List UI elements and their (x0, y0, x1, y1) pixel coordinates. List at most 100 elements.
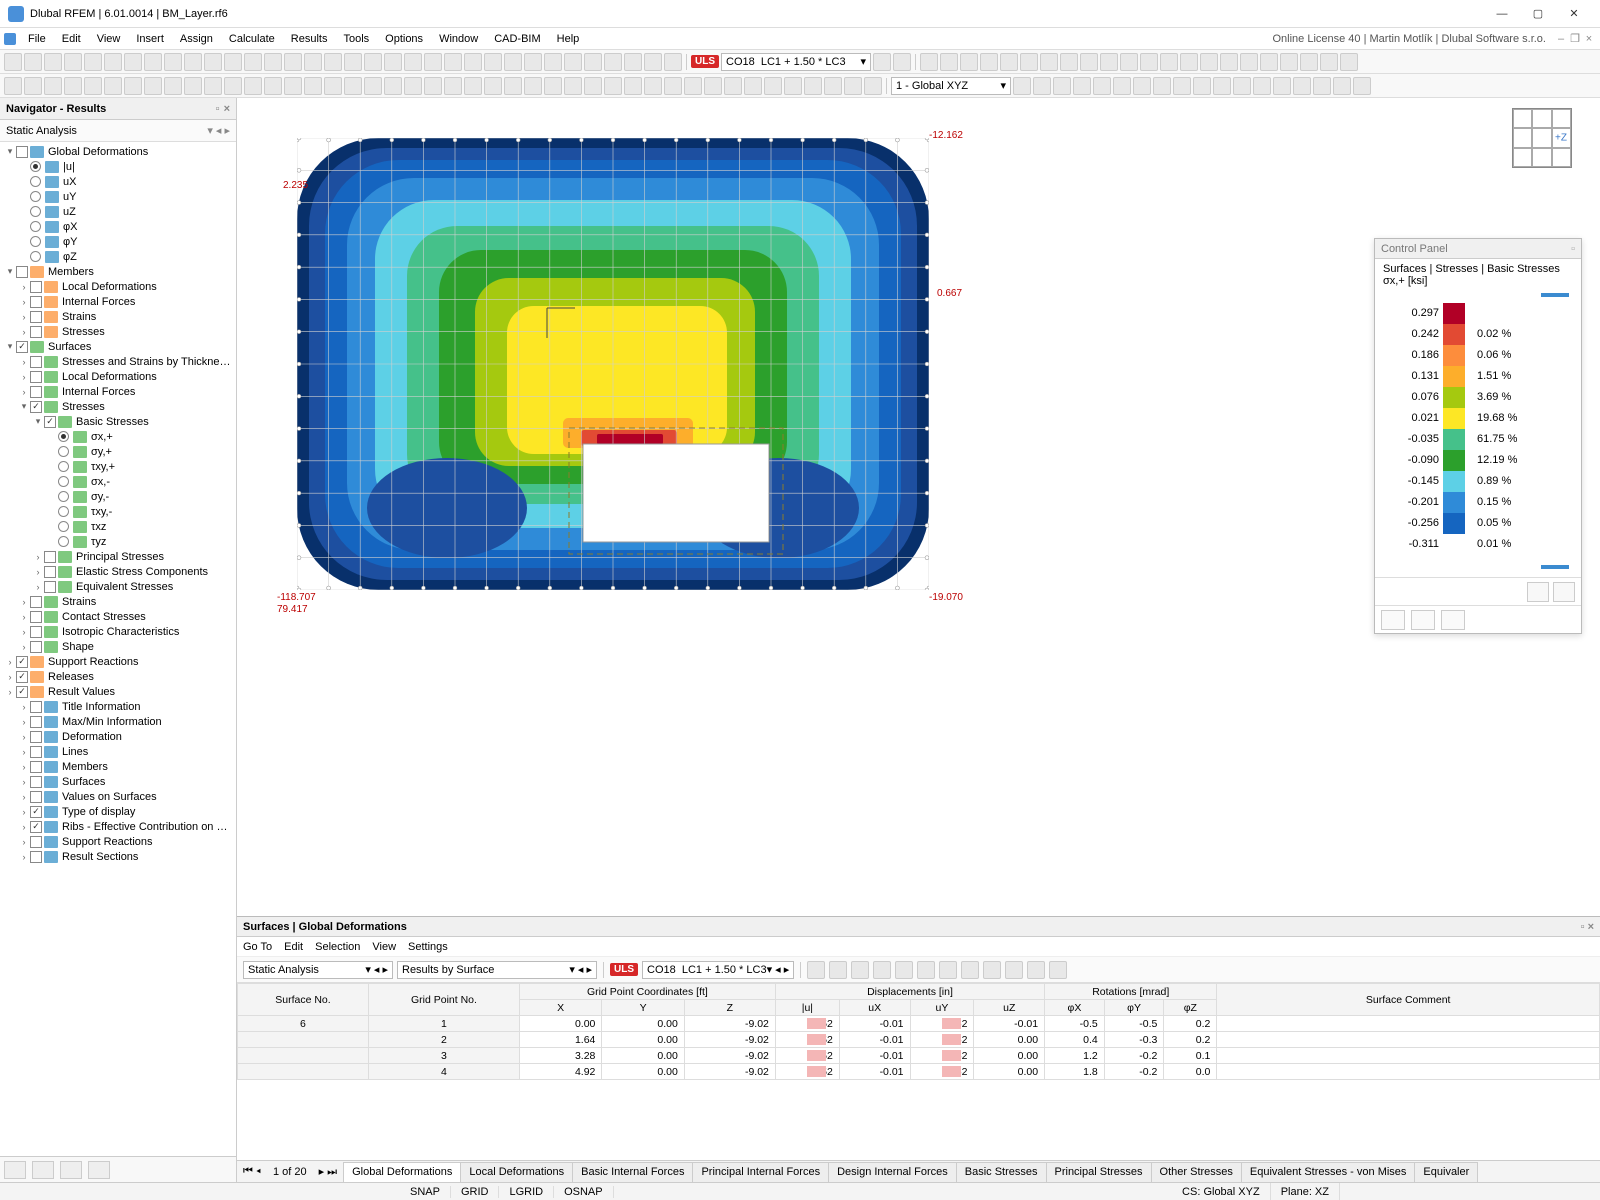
menu-cad-bim[interactable]: CAD-BIM (486, 33, 548, 45)
toolbar-button[interactable] (384, 53, 402, 71)
tree-node[interactable]: ›Isotropic Characteristics (0, 624, 236, 639)
toolbar-button[interactable] (1133, 77, 1151, 95)
close-panel-icon[interactable]: × (224, 103, 230, 115)
menu-tools[interactable]: Tools (335, 33, 377, 45)
bp-tool-button[interactable] (983, 961, 1001, 979)
toolbar-button[interactable] (404, 53, 422, 71)
toolbar-button[interactable] (4, 77, 22, 95)
cp-slider-bottom[interactable] (1541, 565, 1569, 569)
toolbar-button[interactable] (784, 77, 802, 95)
bp-tool-button[interactable] (895, 961, 913, 979)
tree-node[interactable]: ›Lines (0, 744, 236, 759)
toolbar-button[interactable] (84, 77, 102, 95)
toolbar-button[interactable] (64, 53, 82, 71)
tree-node[interactable]: ›Internal Forces (0, 384, 236, 399)
toolbar-button[interactable] (84, 53, 102, 71)
toolbar-button[interactable] (224, 53, 242, 71)
tree-node[interactable]: ›Title Information (0, 699, 236, 714)
bp-tool-button[interactable] (917, 961, 935, 979)
coord-system-combo[interactable]: 1 - Global XYZ▾ (891, 77, 1011, 95)
toolbar-button[interactable] (724, 77, 742, 95)
toolbar-button[interactable] (524, 53, 542, 71)
bp-tab[interactable]: Principal Internal Forces (692, 1162, 829, 1182)
bp-tab[interactable]: Basic Stresses (956, 1162, 1047, 1182)
menu-edit[interactable]: Edit (54, 33, 89, 45)
toolbar-button[interactable] (344, 77, 362, 95)
tree-node[interactable]: τyz (0, 534, 236, 549)
cp-btn-1[interactable] (1527, 582, 1549, 602)
tree-node[interactable]: |u| (0, 159, 236, 174)
toolbar-button[interactable] (504, 77, 522, 95)
toolbar-button[interactable] (1100, 53, 1118, 71)
toolbar-button[interactable] (684, 77, 702, 95)
toolbar-button[interactable] (1033, 77, 1051, 95)
bp-menu-go-to[interactable]: Go To (243, 941, 272, 953)
results-table[interactable]: Surface No.Grid Point No.Grid Point Coor… (237, 983, 1600, 1080)
tree-node[interactable]: ▾Global Deformations (0, 144, 236, 159)
toolbar-button[interactable] (864, 77, 882, 95)
menu-options[interactable]: Options (377, 33, 431, 45)
tree-node[interactable]: σy,+ (0, 444, 236, 459)
bp-pin-icon[interactable]: ▫ × (1581, 921, 1594, 933)
toolbar-button[interactable] (624, 77, 642, 95)
bp-tool-button[interactable] (939, 961, 957, 979)
mdi-max-icon[interactable]: ❐ (1568, 32, 1582, 45)
toolbar-button[interactable] (344, 53, 362, 71)
tree-node[interactable]: ▾Stresses (0, 399, 236, 414)
tree-node[interactable]: uX (0, 174, 236, 189)
toolbar-button[interactable] (764, 77, 782, 95)
toolbar-button[interactable] (384, 77, 402, 95)
tree-node[interactable]: ▾Basic Stresses (0, 414, 236, 429)
toolbar-button[interactable] (424, 53, 442, 71)
toolbar-button[interactable] (664, 53, 682, 71)
bp-tool-button[interactable] (1027, 961, 1045, 979)
bp-tab[interactable]: Equivalent Stresses - von Mises (1241, 1162, 1416, 1182)
toolbar-button[interactable] (24, 77, 42, 95)
tree-node[interactable]: φY (0, 234, 236, 249)
toolbar-button[interactable] (1160, 53, 1178, 71)
menu-results[interactable]: Results (283, 33, 336, 45)
toolbar-button[interactable] (144, 53, 162, 71)
tree-node[interactable]: τxy,+ (0, 459, 236, 474)
tree-node[interactable]: uZ (0, 204, 236, 219)
cp-tab-3[interactable] (1441, 610, 1465, 630)
toolbar-button[interactable] (1260, 53, 1278, 71)
tree-node[interactable]: σx,- (0, 474, 236, 489)
toolbar-button[interactable] (444, 53, 462, 71)
menu-help[interactable]: Help (549, 33, 588, 45)
first-page-button[interactable]: ⏮ ◂ (237, 1165, 267, 1178)
toolbar-button[interactable] (1273, 77, 1291, 95)
toolbar-button[interactable] (324, 77, 342, 95)
toolbar-button[interactable] (1193, 77, 1211, 95)
toolbar-button[interactable] (1040, 53, 1058, 71)
status-toggle[interactable]: LGRID (499, 1186, 554, 1198)
bp-tool-button[interactable] (961, 961, 979, 979)
toolbar-button[interactable] (364, 53, 382, 71)
toolbar-button[interactable] (564, 77, 582, 95)
toolbar-button[interactable] (644, 77, 662, 95)
menu-insert[interactable]: Insert (128, 33, 172, 45)
toolbar-button[interactable] (144, 77, 162, 95)
toolbar-button[interactable] (1093, 77, 1111, 95)
toolbar-button[interactable] (184, 77, 202, 95)
bp-case-combo[interactable]: CO18 LC1 + 1.50 * LC3▾ ◂ ▸ (642, 961, 794, 979)
toolbar-button[interactable] (604, 77, 622, 95)
toolbar-button[interactable] (704, 77, 722, 95)
cp-close-icon[interactable]: ▫ (1571, 243, 1575, 255)
toolbar-button[interactable] (1233, 77, 1251, 95)
bp-combo-1[interactable]: Static Analysis▾ ◂ ▸ (243, 961, 393, 979)
toolbar-button[interactable] (264, 53, 282, 71)
toolbar-button[interactable] (164, 53, 182, 71)
tree-node[interactable]: ›Surfaces (0, 774, 236, 789)
toolbar-button[interactable] (504, 53, 522, 71)
tree-node[interactable]: ›Members (0, 759, 236, 774)
toolbar-button[interactable] (1173, 77, 1191, 95)
toolbar-button[interactable] (284, 53, 302, 71)
status-toggle[interactable]: GRID (451, 1186, 500, 1198)
toolbar-button[interactable] (484, 77, 502, 95)
app-menu-icon[interactable] (4, 33, 16, 45)
tree-node[interactable]: τxy,- (0, 504, 236, 519)
toolbar-button[interactable] (1200, 53, 1218, 71)
menu-file[interactable]: File (20, 33, 54, 45)
toolbar-button[interactable] (244, 53, 262, 71)
